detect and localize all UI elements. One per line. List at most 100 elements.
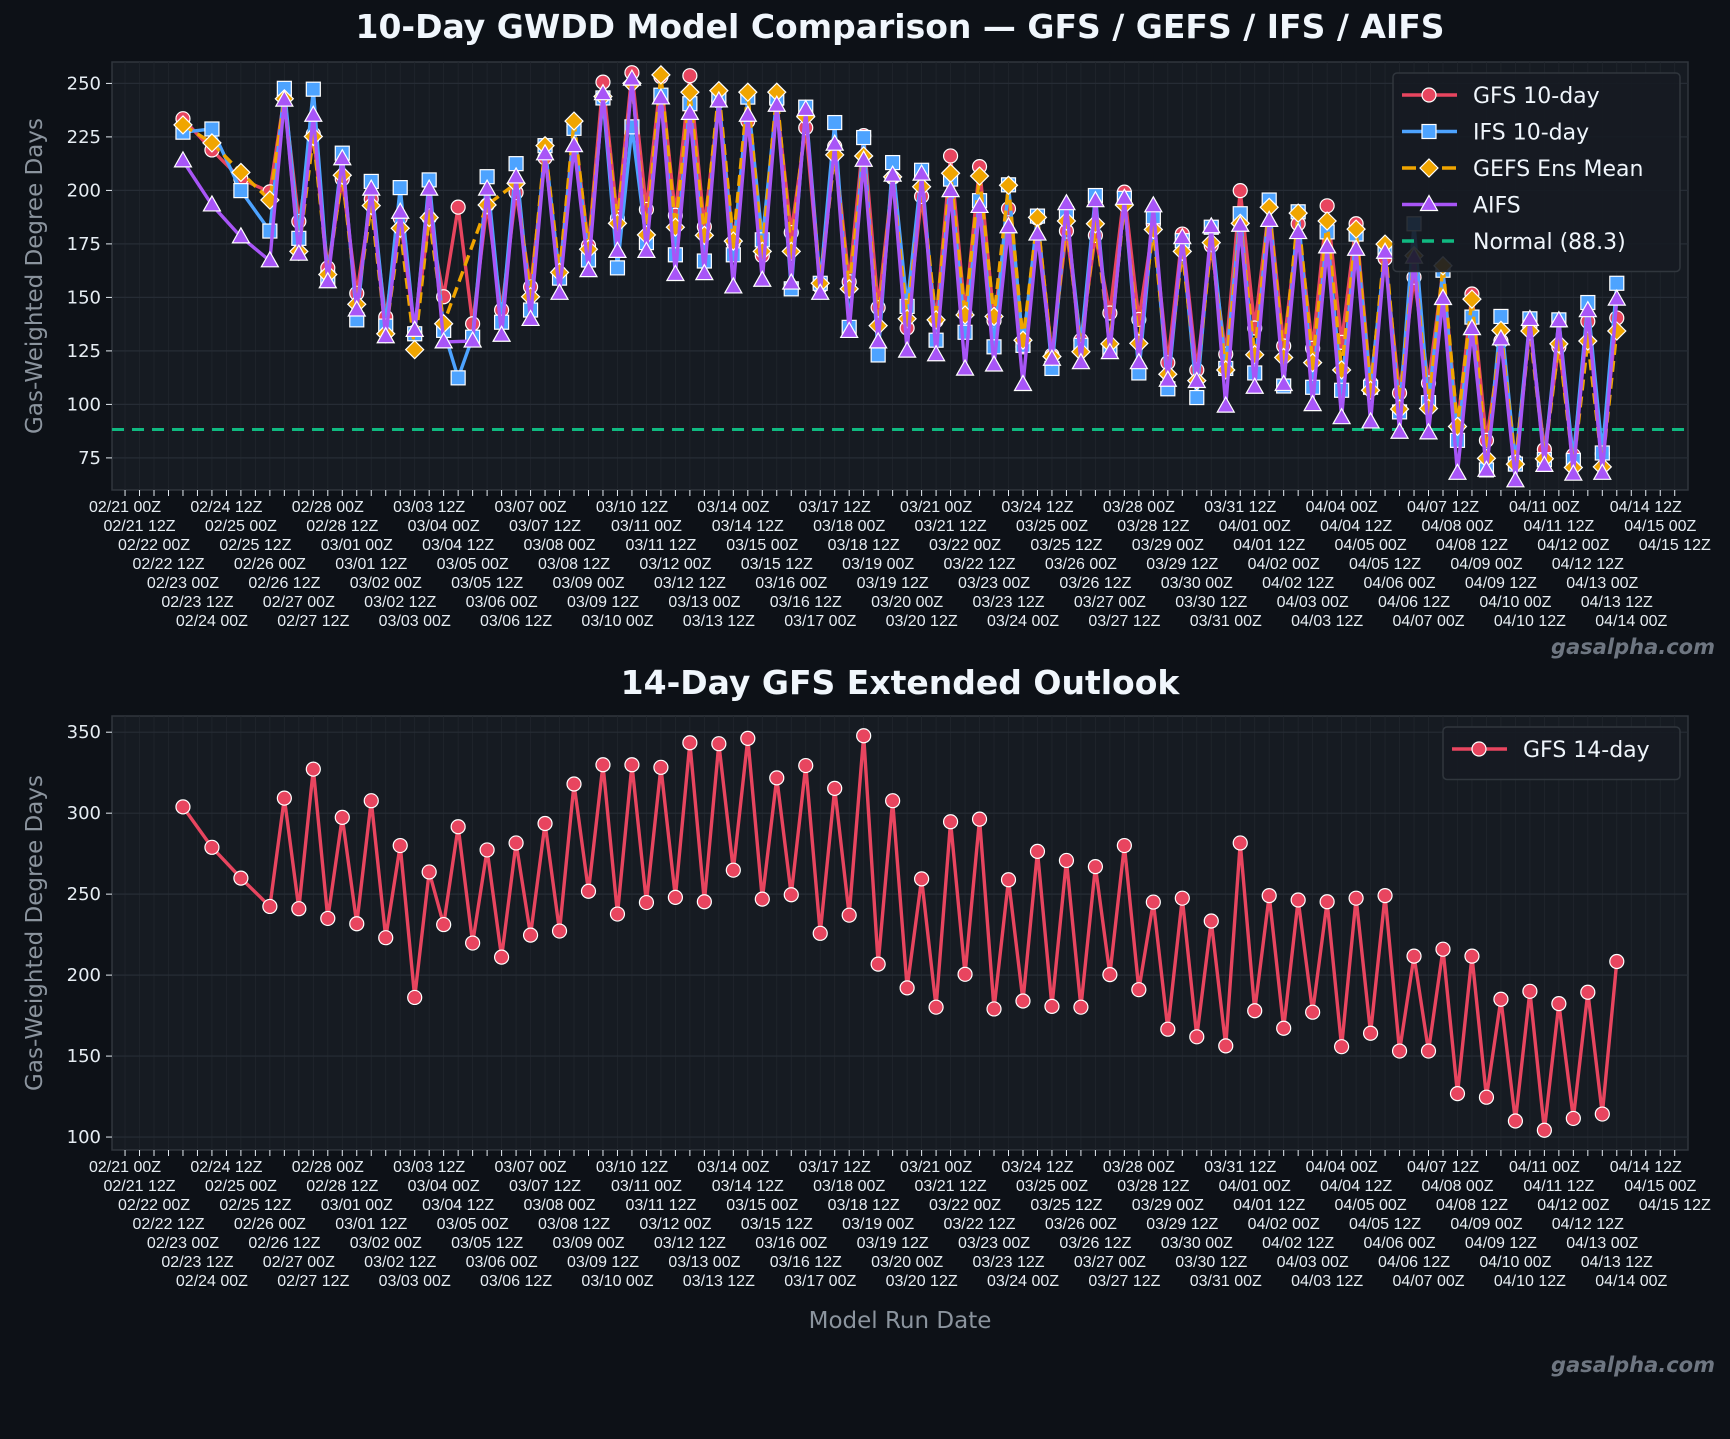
data-point [1174, 890, 1190, 906]
x-axis-ticks: 02/21 00Z 02/21 12Z 02/22 00Z 02/22 12Z 02/2… [89, 1150, 1711, 1290]
x-tick-label: 03/28 00Z [1103, 499, 1175, 516]
data-point [1332, 407, 1352, 425]
series-layer [173, 64, 1627, 488]
x-tick-label: 03/01 00Z [321, 537, 393, 554]
data-point [737, 82, 758, 103]
x-tick-label: 03/31 12Z [1204, 499, 1276, 516]
chart-title: 14-Day GFS Extended Outlook [621, 663, 1181, 702]
legend-label: Normal (88.3) [1473, 230, 1626, 255]
x-tick-label: 04/06 12Z [1378, 1254, 1450, 1271]
data-point [1232, 835, 1248, 851]
data-point [971, 811, 988, 827]
x-axis-label: Model Run Date [809, 1308, 992, 1334]
x-tick-label: 04/15 12Z [1639, 1197, 1711, 1214]
data-point [1000, 872, 1017, 888]
data-point [334, 809, 350, 825]
series-aifs [173, 68, 1627, 488]
x-tick-label: 02/27 00Z [263, 1254, 335, 1271]
x-tick-label: 02/25 00Z [205, 518, 277, 535]
x-tick-label: 03/09 00Z [552, 575, 624, 592]
x-tick-label: 04/04 00Z [1306, 1159, 1378, 1176]
x-tick-label: 03/11 12Z [625, 537, 696, 554]
y-tick-label: 125 [67, 341, 101, 362]
data-point [1493, 991, 1509, 1007]
x-tick-label: 03/18 00Z [813, 518, 885, 535]
plot-area [111, 715, 1689, 1151]
x-tick-label: 03/03 12Z [393, 1159, 465, 1176]
x-tick-label: 03/02 00Z [350, 1235, 422, 1252]
x-tick-label: 03/19 00Z [842, 1216, 914, 1233]
data-point [1247, 1003, 1263, 1019]
legend-label: GFS 10-day [1473, 84, 1600, 109]
x-tick-label: 02/22 12Z [132, 556, 204, 573]
data-point [682, 735, 698, 751]
data-point [392, 837, 408, 854]
x-tick-label: 03/01 12Z [335, 556, 407, 573]
data-point [404, 339, 425, 360]
y-axis-ticks: 100 150 200 250 300 350 [67, 722, 112, 1148]
x-tick-label: 03/17 12Z [799, 1159, 871, 1176]
x-tick-label: 04/08 00Z [1421, 518, 1493, 535]
data-point [1158, 370, 1178, 387]
x-tick-label: 03/31 00Z [1190, 1273, 1262, 1290]
data-point [506, 166, 526, 184]
data-point [1522, 983, 1538, 999]
x-tick-label: 03/26 00Z [1045, 1216, 1117, 1233]
data-point [1071, 352, 1091, 370]
legend-label: IFS 10-day [1473, 121, 1589, 146]
x-tick-label: 03/25 00Z [1016, 1178, 1088, 1195]
data-point [942, 148, 959, 164]
data-point [1607, 288, 1627, 306]
data-point [1390, 422, 1410, 439]
x-tick-label: 03/15 00Z [726, 537, 798, 554]
x-tick-label: 03/04 00Z [408, 518, 480, 535]
data-point [1274, 374, 1294, 392]
x-tick-label: 03/01 12Z [335, 1216, 407, 1233]
data-point [651, 87, 671, 105]
x-tick-label: 04/05 12Z [1349, 556, 1421, 573]
data-point [1203, 913, 1219, 929]
data-point [1085, 190, 1105, 208]
data-point [549, 283, 570, 300]
x-tick-label: 04/09 00Z [1450, 556, 1522, 573]
x-tick-label: 04/01 00Z [1219, 518, 1291, 535]
y-tick-label: 100 [67, 1127, 101, 1148]
x-tick-label: 03/30 12Z [1175, 594, 1247, 611]
x-tick-label: 04/03 12Z [1291, 613, 1363, 630]
x-tick-label: 04/10 12Z [1494, 1273, 1566, 1290]
data-point [1375, 242, 1395, 259]
x-tick-label: 03/18 00Z [813, 1178, 885, 1195]
x-tick-label: 04/09 12Z [1465, 1235, 1537, 1252]
data-point [175, 799, 191, 815]
data-point [202, 194, 222, 212]
x-tick-label: 04/02 12Z [1262, 575, 1334, 592]
x-tick-label: 03/20 12Z [886, 613, 958, 630]
data-point [349, 916, 365, 932]
x-tick-label: 03/15 00Z [726, 1197, 798, 1214]
x-tick-label: 03/14 12Z [712, 1178, 784, 1195]
data-point [781, 272, 801, 290]
legend-label: AIFS [1473, 194, 1521, 219]
x-tick-label: 04/11 00Z [1509, 1159, 1580, 1176]
x-tick-label: 03/08 00Z [523, 1197, 595, 1214]
data-point [696, 894, 712, 910]
data-point [291, 901, 307, 917]
data-point [1230, 215, 1250, 232]
x-tick-label: 03/22 12Z [944, 1216, 1016, 1233]
data-point [942, 814, 959, 830]
data-point [1087, 859, 1104, 875]
x-tick-label: 03/29 00Z [1132, 537, 1204, 554]
data-point [1462, 318, 1482, 336]
y-tick-label: 175 [67, 234, 101, 255]
data-point [1218, 1038, 1234, 1054]
x-tick-label: 02/26 12Z [248, 575, 320, 592]
data-point [390, 202, 410, 219]
data-point [231, 162, 251, 183]
data-point [609, 906, 626, 922]
x-tick-label: 04/07 00Z [1392, 1273, 1464, 1290]
x-tick-label: 03/20 00Z [871, 594, 943, 611]
data-point [1245, 377, 1265, 394]
data-point [680, 82, 700, 103]
legend-marker [1419, 194, 1439, 212]
